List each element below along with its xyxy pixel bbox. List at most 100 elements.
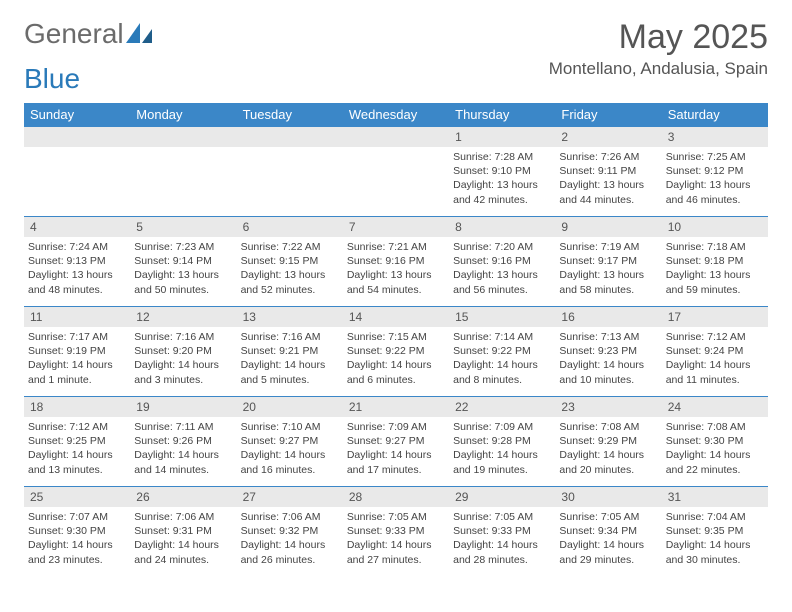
- month-title: May 2025: [549, 18, 768, 57]
- calendar-day-cell: 8Sunrise: 7:20 AMSunset: 9:16 PMDaylight…: [449, 217, 555, 307]
- calendar-day-cell: 17Sunrise: 7:12 AMSunset: 9:24 PMDayligh…: [662, 307, 768, 397]
- day-details: Sunrise: 7:28 AMSunset: 9:10 PMDaylight:…: [449, 147, 555, 210]
- calendar-week-row: 1Sunrise: 7:28 AMSunset: 9:10 PMDaylight…: [24, 127, 768, 217]
- day-details: Sunrise: 7:15 AMSunset: 9:22 PMDaylight:…: [343, 327, 449, 390]
- day-details: Sunrise: 7:11 AMSunset: 9:26 PMDaylight:…: [130, 417, 236, 480]
- day-details: Sunrise: 7:06 AMSunset: 9:31 PMDaylight:…: [130, 507, 236, 570]
- day-number: 21: [343, 397, 449, 417]
- day-number: 31: [662, 487, 768, 507]
- calendar-day-cell: 26Sunrise: 7:06 AMSunset: 9:31 PMDayligh…: [130, 487, 236, 577]
- calendar-day-cell: [130, 127, 236, 217]
- weekday-header: Sunday: [24, 103, 130, 127]
- day-number: 9: [555, 217, 661, 237]
- calendar-week-row: 18Sunrise: 7:12 AMSunset: 9:25 PMDayligh…: [24, 397, 768, 487]
- brand-part1: General: [24, 18, 124, 50]
- calendar-day-cell: 2Sunrise: 7:26 AMSunset: 9:11 PMDaylight…: [555, 127, 661, 217]
- day-number: 25: [24, 487, 130, 507]
- day-details: Sunrise: 7:19 AMSunset: 9:17 PMDaylight:…: [555, 237, 661, 300]
- calendar-day-cell: 18Sunrise: 7:12 AMSunset: 9:25 PMDayligh…: [24, 397, 130, 487]
- day-number-empty: [237, 127, 343, 147]
- calendar-day-cell: 23Sunrise: 7:08 AMSunset: 9:29 PMDayligh…: [555, 397, 661, 487]
- calendar-day-cell: 28Sunrise: 7:05 AMSunset: 9:33 PMDayligh…: [343, 487, 449, 577]
- day-details: Sunrise: 7:09 AMSunset: 9:27 PMDaylight:…: [343, 417, 449, 480]
- calendar-day-cell: 30Sunrise: 7:05 AMSunset: 9:34 PMDayligh…: [555, 487, 661, 577]
- calendar-day-cell: 19Sunrise: 7:11 AMSunset: 9:26 PMDayligh…: [130, 397, 236, 487]
- day-details: Sunrise: 7:12 AMSunset: 9:25 PMDaylight:…: [24, 417, 130, 480]
- day-number: 10: [662, 217, 768, 237]
- day-number-empty: [343, 127, 449, 147]
- day-details: Sunrise: 7:10 AMSunset: 9:27 PMDaylight:…: [237, 417, 343, 480]
- day-number: 23: [555, 397, 661, 417]
- calendar-day-cell: [237, 127, 343, 217]
- calendar-day-cell: 29Sunrise: 7:05 AMSunset: 9:33 PMDayligh…: [449, 487, 555, 577]
- day-number: 11: [24, 307, 130, 327]
- calendar-day-cell: 1Sunrise: 7:28 AMSunset: 9:10 PMDaylight…: [449, 127, 555, 217]
- day-number: 14: [343, 307, 449, 327]
- calendar-day-cell: 27Sunrise: 7:06 AMSunset: 9:32 PMDayligh…: [237, 487, 343, 577]
- day-details: Sunrise: 7:04 AMSunset: 9:35 PMDaylight:…: [662, 507, 768, 570]
- calendar-day-cell: 5Sunrise: 7:23 AMSunset: 9:14 PMDaylight…: [130, 217, 236, 307]
- day-number: 19: [130, 397, 236, 417]
- day-number: 20: [237, 397, 343, 417]
- day-details: Sunrise: 7:14 AMSunset: 9:22 PMDaylight:…: [449, 327, 555, 390]
- day-details: Sunrise: 7:26 AMSunset: 9:11 PMDaylight:…: [555, 147, 661, 210]
- day-number: 12: [130, 307, 236, 327]
- day-number: 22: [449, 397, 555, 417]
- calendar-table: Sunday Monday Tuesday Wednesday Thursday…: [24, 103, 768, 577]
- calendar-day-cell: 25Sunrise: 7:07 AMSunset: 9:30 PMDayligh…: [24, 487, 130, 577]
- brand-part2: Blue: [24, 63, 80, 95]
- weekday-header: Tuesday: [237, 103, 343, 127]
- calendar-day-cell: 3Sunrise: 7:25 AMSunset: 9:12 PMDaylight…: [662, 127, 768, 217]
- calendar-day-cell: 7Sunrise: 7:21 AMSunset: 9:16 PMDaylight…: [343, 217, 449, 307]
- calendar-day-cell: 12Sunrise: 7:16 AMSunset: 9:20 PMDayligh…: [130, 307, 236, 397]
- day-details: Sunrise: 7:05 AMSunset: 9:33 PMDaylight:…: [449, 507, 555, 570]
- calendar-day-cell: 22Sunrise: 7:09 AMSunset: 9:28 PMDayligh…: [449, 397, 555, 487]
- day-details: Sunrise: 7:16 AMSunset: 9:20 PMDaylight:…: [130, 327, 236, 390]
- day-details: Sunrise: 7:08 AMSunset: 9:30 PMDaylight:…: [662, 417, 768, 480]
- day-number-empty: [130, 127, 236, 147]
- weekday-header: Friday: [555, 103, 661, 127]
- calendar-week-row: 4Sunrise: 7:24 AMSunset: 9:13 PMDaylight…: [24, 217, 768, 307]
- day-number: 8: [449, 217, 555, 237]
- calendar-week-row: 11Sunrise: 7:17 AMSunset: 9:19 PMDayligh…: [24, 307, 768, 397]
- calendar-day-cell: 31Sunrise: 7:04 AMSunset: 9:35 PMDayligh…: [662, 487, 768, 577]
- day-number: 1: [449, 127, 555, 147]
- calendar-week-row: 25Sunrise: 7:07 AMSunset: 9:30 PMDayligh…: [24, 487, 768, 577]
- calendar-day-cell: 21Sunrise: 7:09 AMSunset: 9:27 PMDayligh…: [343, 397, 449, 487]
- calendar-day-cell: 11Sunrise: 7:17 AMSunset: 9:19 PMDayligh…: [24, 307, 130, 397]
- calendar-day-cell: 15Sunrise: 7:14 AMSunset: 9:22 PMDayligh…: [449, 307, 555, 397]
- day-details: Sunrise: 7:06 AMSunset: 9:32 PMDaylight:…: [237, 507, 343, 570]
- calendar-day-cell: 9Sunrise: 7:19 AMSunset: 9:17 PMDaylight…: [555, 217, 661, 307]
- weekday-header: Monday: [130, 103, 236, 127]
- calendar-day-cell: 24Sunrise: 7:08 AMSunset: 9:30 PMDayligh…: [662, 397, 768, 487]
- day-details: Sunrise: 7:18 AMSunset: 9:18 PMDaylight:…: [662, 237, 768, 300]
- calendar-day-cell: 4Sunrise: 7:24 AMSunset: 9:13 PMDaylight…: [24, 217, 130, 307]
- day-number: 29: [449, 487, 555, 507]
- day-number-empty: [24, 127, 130, 147]
- calendar-day-cell: [343, 127, 449, 217]
- day-number: 24: [662, 397, 768, 417]
- brand-logo: General: [24, 18, 152, 50]
- day-number: 6: [237, 217, 343, 237]
- calendar-day-cell: 6Sunrise: 7:22 AMSunset: 9:15 PMDaylight…: [237, 217, 343, 307]
- day-number: 7: [343, 217, 449, 237]
- day-number: 26: [130, 487, 236, 507]
- day-details: Sunrise: 7:05 AMSunset: 9:33 PMDaylight:…: [343, 507, 449, 570]
- day-details: Sunrise: 7:21 AMSunset: 9:16 PMDaylight:…: [343, 237, 449, 300]
- day-details: Sunrise: 7:07 AMSunset: 9:30 PMDaylight:…: [24, 507, 130, 570]
- weekday-header: Thursday: [449, 103, 555, 127]
- calendar-day-cell: [24, 127, 130, 217]
- weekday-header: Saturday: [662, 103, 768, 127]
- day-details: Sunrise: 7:05 AMSunset: 9:34 PMDaylight:…: [555, 507, 661, 570]
- day-number: 4: [24, 217, 130, 237]
- day-number: 15: [449, 307, 555, 327]
- day-number: 17: [662, 307, 768, 327]
- weekday-header: Wednesday: [343, 103, 449, 127]
- day-details: Sunrise: 7:22 AMSunset: 9:15 PMDaylight:…: [237, 237, 343, 300]
- day-details: Sunrise: 7:25 AMSunset: 9:12 PMDaylight:…: [662, 147, 768, 210]
- weekday-header-row: Sunday Monday Tuesday Wednesday Thursday…: [24, 103, 768, 127]
- day-number: 27: [237, 487, 343, 507]
- sail-icon: [126, 23, 152, 43]
- calendar-day-cell: 13Sunrise: 7:16 AMSunset: 9:21 PMDayligh…: [237, 307, 343, 397]
- calendar-day-cell: 16Sunrise: 7:13 AMSunset: 9:23 PMDayligh…: [555, 307, 661, 397]
